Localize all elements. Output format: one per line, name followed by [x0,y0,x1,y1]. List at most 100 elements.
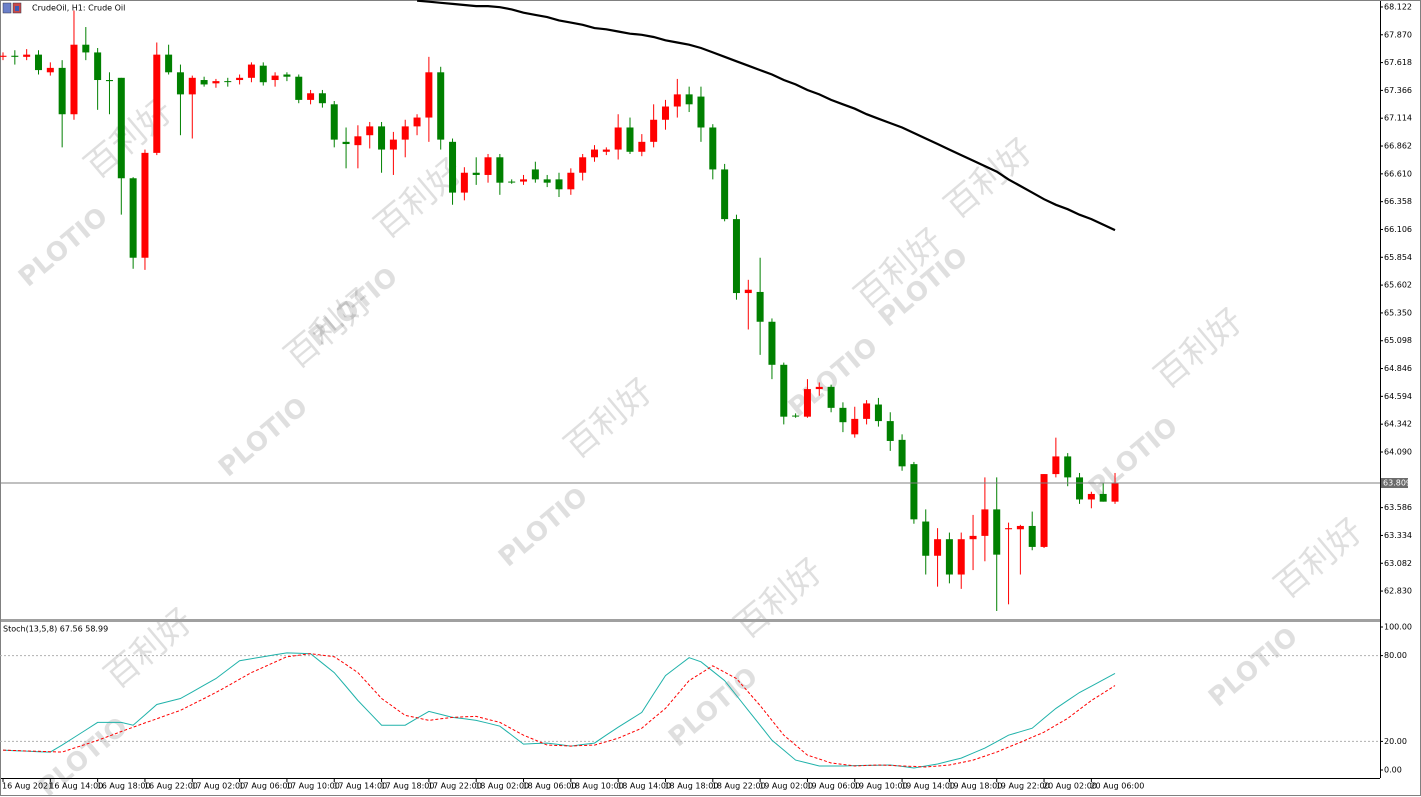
candle-body [200,80,208,85]
x-tick-label: 17 Aug 14:00 [333,782,387,791]
candle-body [484,157,492,175]
candle-body [626,127,634,152]
candle-body [1111,482,1119,502]
panel-separator [0,619,1380,622]
candle-body [342,141,350,145]
x-tick-label: 18 Aug 02:00 [475,782,529,791]
candle-body [472,172,480,175]
candle-body [176,72,184,95]
candle-body [82,44,90,53]
candle-body [1052,456,1060,475]
candle-body [1028,525,1036,547]
candle-body [94,52,102,81]
chart-title: CrudeOil, H1: Crude Oil [32,4,125,13]
candle-body [661,106,669,120]
candle-body [839,407,847,423]
candle-body [247,64,255,78]
candle-body [827,386,835,408]
candle-body [1076,477,1084,500]
y-tick-label: 67.114 [1384,114,1412,123]
y-tick-label: 62.830 [1384,587,1412,596]
indicator-line [2,653,1116,768]
x-tick-label: 18 Aug 14:00 [617,782,671,791]
candle-body [401,126,409,140]
candle-body [105,80,113,82]
candle-body [650,119,658,142]
candle-body [224,81,232,83]
candle-body [531,169,539,180]
candle-body [555,179,563,190]
y-tick-label: 65.854 [1384,253,1412,262]
y-tick-label: 65.350 [1384,308,1412,317]
y-tick-label: 67.366 [1384,86,1412,95]
x-tick-label: 18 Aug 10:00 [570,782,624,791]
candle-body [614,127,622,150]
y-tick-label: 20.00 [1384,737,1407,746]
candle-body [851,418,859,435]
candle-body [709,127,717,170]
candle-body [354,136,362,146]
x-tick-label: 17 Aug 10:00 [286,782,340,791]
x-tick-label: 19 Aug 02:00 [759,782,813,791]
candle-body [295,76,303,100]
y-tick-label: 65.098 [1384,336,1412,345]
x-tick-label: 19 Aug 14:00 [901,782,955,791]
candle-body [520,179,528,182]
candle-body [212,81,220,84]
candle-body [70,44,78,115]
y-tick-label: 63.334 [1384,531,1412,540]
candle-body [815,386,823,390]
candle-body [165,54,173,73]
x-tick-label: 16 Aug 2021 [2,782,53,791]
y-tick-label: 0.00 [1384,765,1402,774]
candle-body [117,77,125,179]
candle-body [591,149,598,158]
candle-body [957,539,965,575]
candle-body [1099,493,1107,502]
x-tick-label: 19 Aug 18:00 [948,782,1002,791]
candle-body [768,321,776,365]
candle-body [34,54,42,71]
x-tick-label: 18 Aug 18:00 [664,782,718,791]
candle-body [1064,456,1072,478]
candle-body [389,139,397,150]
candle-body [11,55,19,57]
x-tick-label: 18 Aug 06:00 [523,782,577,791]
x-tick-label: 19 Aug 22:00 [996,782,1050,791]
candle-body [141,152,149,258]
candle-body [756,291,764,322]
candle-body [413,117,421,127]
candle-body [58,67,66,115]
candle-body [579,157,587,173]
candle-body [129,178,137,258]
y-tick-label: 100.00 [1384,623,1412,632]
candle-body [721,169,729,220]
candle-body [496,157,504,183]
candle-body [236,77,244,81]
candle-body [993,509,1001,555]
indicator-title: Stoch(13,5,8) 67.56 58.99 [3,625,108,634]
indicator-line [2,652,1116,769]
candle-body [271,75,279,81]
current-price-label: 63.809 [1383,479,1411,488]
candle-body [602,149,610,152]
candle-body [969,535,977,540]
x-tick-label: 16 Aug 22:00 [144,782,198,791]
candle-body [46,67,54,73]
x-tick-label: 18 Aug 22:00 [712,782,766,791]
candle-body [508,181,516,183]
candle-body [803,389,811,417]
y-tick-label: 64.594 [1384,392,1412,401]
y-tick-label: 66.862 [1384,142,1412,151]
candle-body [638,141,646,152]
candle-body [792,415,800,417]
candle-body [425,72,433,118]
candle-body [543,179,551,183]
candle-body [922,521,930,556]
candle-body [910,464,918,520]
y-tick-label: 64.090 [1384,447,1412,456]
indicator-lines [2,652,1116,769]
y-tick-label: 80.00 [1384,651,1407,660]
candle-body [23,54,31,57]
candle-body [437,72,445,140]
